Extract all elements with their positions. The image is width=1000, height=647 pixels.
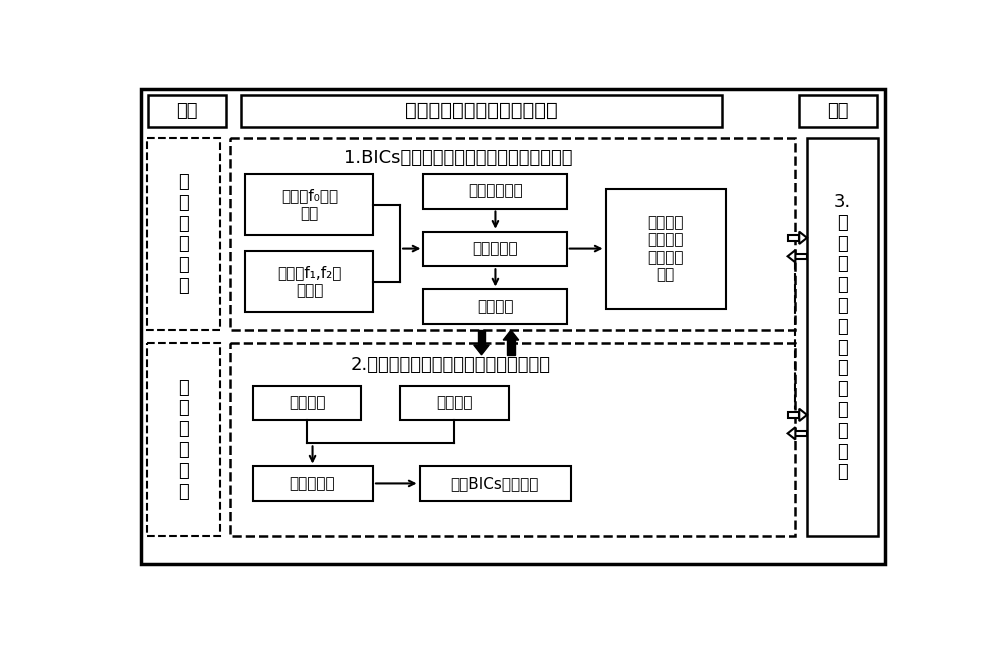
Polygon shape (788, 427, 795, 439)
Bar (245, 174, 373, 236)
Bar (478, 330, 485, 345)
Text: 人工、可调、高效非线性响应: 人工、可调、高效非线性响应 (405, 101, 558, 120)
Text: 3.
非
线
性
超
构
表
面
的
设
计
与
测
试: 3. 非 线 性 超 构 表 面 的 设 计 与 测 试 (834, 193, 851, 481)
Polygon shape (503, 330, 519, 340)
Bar (606, 190, 726, 309)
Bar (423, 232, 567, 267)
Text: 验证: 验证 (827, 102, 849, 120)
Polygon shape (799, 409, 807, 421)
Bar (788, 235, 799, 241)
Bar (230, 344, 795, 536)
Bar (253, 386, 361, 421)
Text: 2.超构表面对非线性响应的调控方法研究: 2.超构表面对非线性响应的调控方法研究 (351, 356, 550, 374)
Text: 微扰理论: 微扰理论 (477, 299, 514, 314)
Bar (795, 431, 807, 436)
Text: 双基频f₁,f₂电
磁共振: 双基频f₁,f₂电 磁共振 (277, 265, 342, 298)
Bar (507, 340, 515, 355)
Text: 目标: 目标 (176, 102, 198, 120)
Bar (241, 94, 722, 127)
Text: 非线性响应: 非线性响应 (290, 476, 335, 491)
Bar (420, 466, 571, 501)
Bar (253, 466, 373, 501)
Bar (147, 138, 220, 330)
Polygon shape (474, 345, 489, 355)
Bar (423, 289, 567, 324)
Bar (148, 94, 226, 127)
Text: 直接激发: 直接激发 (289, 395, 325, 410)
Polygon shape (788, 250, 795, 263)
Bar (423, 174, 567, 208)
Bar (799, 94, 877, 127)
Text: 磁偶极矩分析: 磁偶极矩分析 (468, 183, 523, 199)
Text: 1.BICs产生人工非线性响应的物理机制方案: 1.BICs产生人工非线性响应的物理机制方案 (344, 149, 572, 168)
Bar (400, 386, 509, 421)
Text: 单基频f₀电磁
共振: 单基频f₀电磁 共振 (281, 188, 338, 221)
Text: 理
论
基
础
支
撑: 理 论 基 础 支 撑 (178, 173, 188, 295)
Bar (245, 251, 373, 313)
Polygon shape (799, 232, 807, 244)
Bar (788, 412, 799, 418)
Bar (795, 254, 807, 259)
Bar (807, 138, 878, 536)
Text: 洛伦兹模型: 洛伦兹模型 (473, 241, 518, 256)
Bar (147, 344, 220, 536)
Text: 关
键
技
术
方
法: 关 键 技 术 方 法 (178, 378, 188, 501)
Bar (230, 138, 795, 330)
Text: 完美BICs结果对比: 完美BICs结果对比 (450, 476, 539, 491)
Text: 间接激发: 间接激发 (436, 395, 473, 410)
Text: 影响非线
性响应过
程的物理
参量: 影响非线 性响应过 程的物理 参量 (647, 215, 683, 282)
